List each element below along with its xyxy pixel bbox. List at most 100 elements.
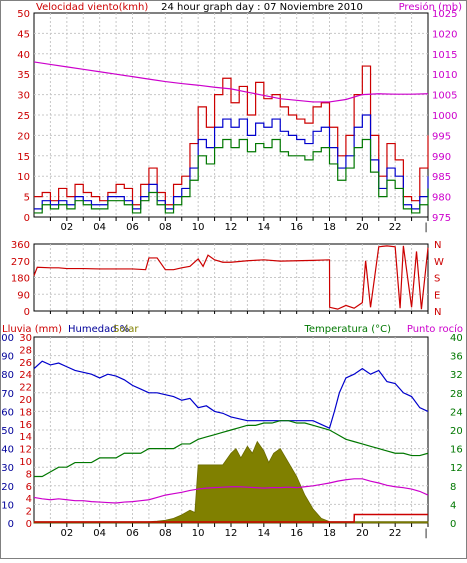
pressure-y-ticks: 975 980 985 990 995 1000 1005 1010 1015 1020 1025 <box>432 9 457 224</box>
y-tick-label: 45 <box>17 29 30 40</box>
x-tick-label: 02 <box>60 528 73 539</box>
x-tick-label: 06 <box>126 528 139 539</box>
humidity-axis-label: Humedad % <box>68 324 129 335</box>
y-tick-label: 4 <box>450 500 456 511</box>
x-tick-label: 04 <box>93 528 106 539</box>
humidity-line <box>33 360 429 429</box>
y-tick-label: 20 <box>450 426 463 437</box>
wind-grid <box>34 13 428 217</box>
x-tick-label: 14 <box>257 222 270 233</box>
x-tick-label: 08 <box>159 222 172 233</box>
x-tick-label: 22 <box>389 222 402 233</box>
x-tick-label: 20 <box>356 222 369 233</box>
y-tick-label: 180 <box>11 274 30 285</box>
y-tick-label: 0 <box>24 307 30 318</box>
y-tick-label: 30 <box>17 91 30 102</box>
y-tick-label: 20 <box>17 131 30 142</box>
x-tick-label: 02 <box>60 222 73 233</box>
dewpoint-axis-label: Punto rocío <box>407 323 463 335</box>
y-tick-label: 975 <box>432 213 451 224</box>
x-tick-label: 12 <box>225 222 238 233</box>
wind-y-ticks: 0 5 10 15 20 25 30 35 40 45 50 <box>17 9 30 224</box>
y-tick-label: 40 <box>1 445 14 456</box>
compass-label: S <box>434 274 440 285</box>
y-tick-label: 1025 <box>432 9 457 20</box>
compass-label: N <box>434 240 441 251</box>
y-tick-label: 985 <box>432 172 451 183</box>
x-tick-label: 14 <box>257 528 270 539</box>
y-tick-label: 5 <box>24 193 30 204</box>
y-tick-label: 2 <box>26 507 32 518</box>
y-tick-label: 30 <box>19 333 32 344</box>
y-tick-label: 1010 <box>432 70 457 81</box>
y-tick-label: 22 <box>19 383 32 394</box>
y-tick-label: 8 <box>450 482 456 493</box>
y-tick-label: 12 <box>450 463 463 474</box>
y-tick-label: 360 <box>11 240 30 251</box>
y-tick-label: 100 <box>0 333 14 344</box>
compass-label: N <box>434 307 441 318</box>
x-tick-label-end: | <box>424 528 427 539</box>
x-tick-label: 20 <box>356 528 369 539</box>
y-tick-label: 0 <box>450 519 456 530</box>
y-tick-label: 14 <box>19 432 32 443</box>
temperature-y-ticks: 0 4 8 12 16 20 24 28 32 36 40 <box>450 333 463 530</box>
y-tick-label: 35 <box>17 70 30 81</box>
y-tick-label: 30 <box>1 463 14 474</box>
y-tick-label: 32 <box>450 370 463 381</box>
compass-label: E <box>434 290 440 301</box>
x-tick-label-end: | <box>424 222 427 233</box>
wind-series-line-1 <box>34 114 429 210</box>
y-tick-label: 24 <box>19 370 32 381</box>
y-tick-label: 60 <box>1 407 14 418</box>
y-tick-label: 270 <box>11 257 30 268</box>
y-tick-label: 20 <box>19 395 32 406</box>
y-tick-label: 80 <box>1 370 14 381</box>
temperature-axis-label: Temperatura (°C) <box>303 324 391 335</box>
x-tick-label: 12 <box>225 528 238 539</box>
y-tick-label: 10 <box>19 457 32 468</box>
temp-x-ticks: 02 04 06 08 10 12 14 16 18 20 22 | <box>49 523 429 539</box>
y-tick-label: 90 <box>1 352 14 363</box>
x-tick-label: 10 <box>192 528 205 539</box>
direction-series-line <box>33 245 429 310</box>
x-tick-label: 10 <box>192 222 205 233</box>
y-tick-label: 26 <box>19 358 32 369</box>
x-tick-label: 06 <box>126 222 139 233</box>
x-tick-label: 16 <box>290 528 303 539</box>
compass-label: W <box>434 257 444 268</box>
y-tick-label: 40 <box>450 333 463 344</box>
y-tick-label: 10 <box>1 500 14 511</box>
y-tick-label: 0 <box>26 519 32 530</box>
y-tick-label: 24 <box>450 407 463 418</box>
x-tick-label: 18 <box>323 222 336 233</box>
y-tick-label: 28 <box>19 345 32 356</box>
y-tick-label: 1000 <box>432 111 457 122</box>
wind-series-line-2 <box>34 138 429 214</box>
y-tick-label: 10 <box>17 172 30 183</box>
y-tick-label: 995 <box>432 131 451 142</box>
x-tick-label: 04 <box>93 222 106 233</box>
y-tick-label: 12 <box>19 445 32 456</box>
pressure-axis-label: Presión (mb) <box>399 1 463 13</box>
y-tick-label: 36 <box>450 352 463 363</box>
y-tick-label: 0 <box>8 519 14 530</box>
dewpoint-line <box>33 478 429 504</box>
rain-line <box>34 513 428 523</box>
y-tick-label: 50 <box>17 9 30 20</box>
x-tick-label: 08 <box>159 528 172 539</box>
y-tick-label: 70 <box>1 389 14 400</box>
humidity-y-ticks: 0 10 20 30 40 50 60 70 80 90 100 <box>0 333 14 530</box>
y-tick-label: 40 <box>17 50 30 61</box>
wind-series-line-0 <box>34 65 429 206</box>
y-tick-label: 8 <box>26 469 32 480</box>
wind-x-ticks: 02 04 06 08 10 12 14 16 18 20 22 | <box>49 217 429 233</box>
y-tick-label: 15 <box>17 152 30 163</box>
y-tick-label: 25 <box>17 111 30 122</box>
y-tick-label: 1005 <box>432 91 457 102</box>
y-tick-label: 6 <box>26 482 32 493</box>
direction-y-ticks: 0 90 180 270 360 <box>11 240 30 318</box>
